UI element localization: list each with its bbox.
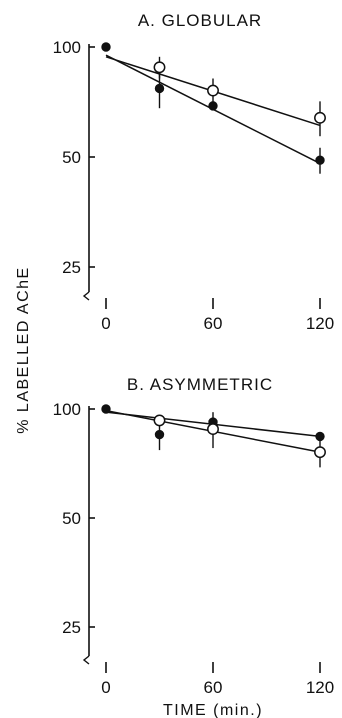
y-tick-label: 100 <box>53 38 81 57</box>
x-tick-label: 0 <box>101 678 110 697</box>
data-point-filled <box>154 429 165 440</box>
panel-title: B. ASYMMETRIC <box>127 375 273 394</box>
y-axis-title: % LABELLED AChE <box>15 266 32 433</box>
data-point-open <box>314 111 326 124</box>
y-tick-label: 100 <box>53 400 81 419</box>
data-point-open <box>207 423 219 436</box>
panel-title: A. GLOBULAR <box>138 11 262 30</box>
x-tick-label: 60 <box>204 314 223 333</box>
y-axis-break <box>82 655 90 665</box>
y-tick-label: 25 <box>62 618 81 637</box>
y-tick-label: 25 <box>62 258 81 277</box>
data-point-filled <box>101 404 111 414</box>
x-axis-title: TIME (min.) <box>163 702 263 718</box>
y-axis-break <box>82 291 90 301</box>
data-point-open <box>207 84 219 97</box>
panel-asymmetric: B. ASYMMETRIC 100 50 25 0 60 120 TIME (min.) <box>53 375 335 718</box>
data-point-filled <box>315 155 325 165</box>
data-point-open <box>153 414 166 427</box>
x-tick-label: 0 <box>101 314 110 333</box>
x-tick-label: 120 <box>306 678 334 697</box>
y-tick-label: 50 <box>62 148 81 167</box>
data-point-open <box>153 61 166 74</box>
data-point-filled <box>154 83 165 94</box>
data-point-filled <box>101 42 111 52</box>
y-tick-label: 50 <box>62 509 81 528</box>
x-tick-label: 60 <box>204 678 223 697</box>
panel-globular: A. GLOBULAR 100 50 25 0 60 120 <box>53 11 335 333</box>
data-point-open <box>314 446 326 459</box>
x-tick-label: 120 <box>306 314 334 333</box>
